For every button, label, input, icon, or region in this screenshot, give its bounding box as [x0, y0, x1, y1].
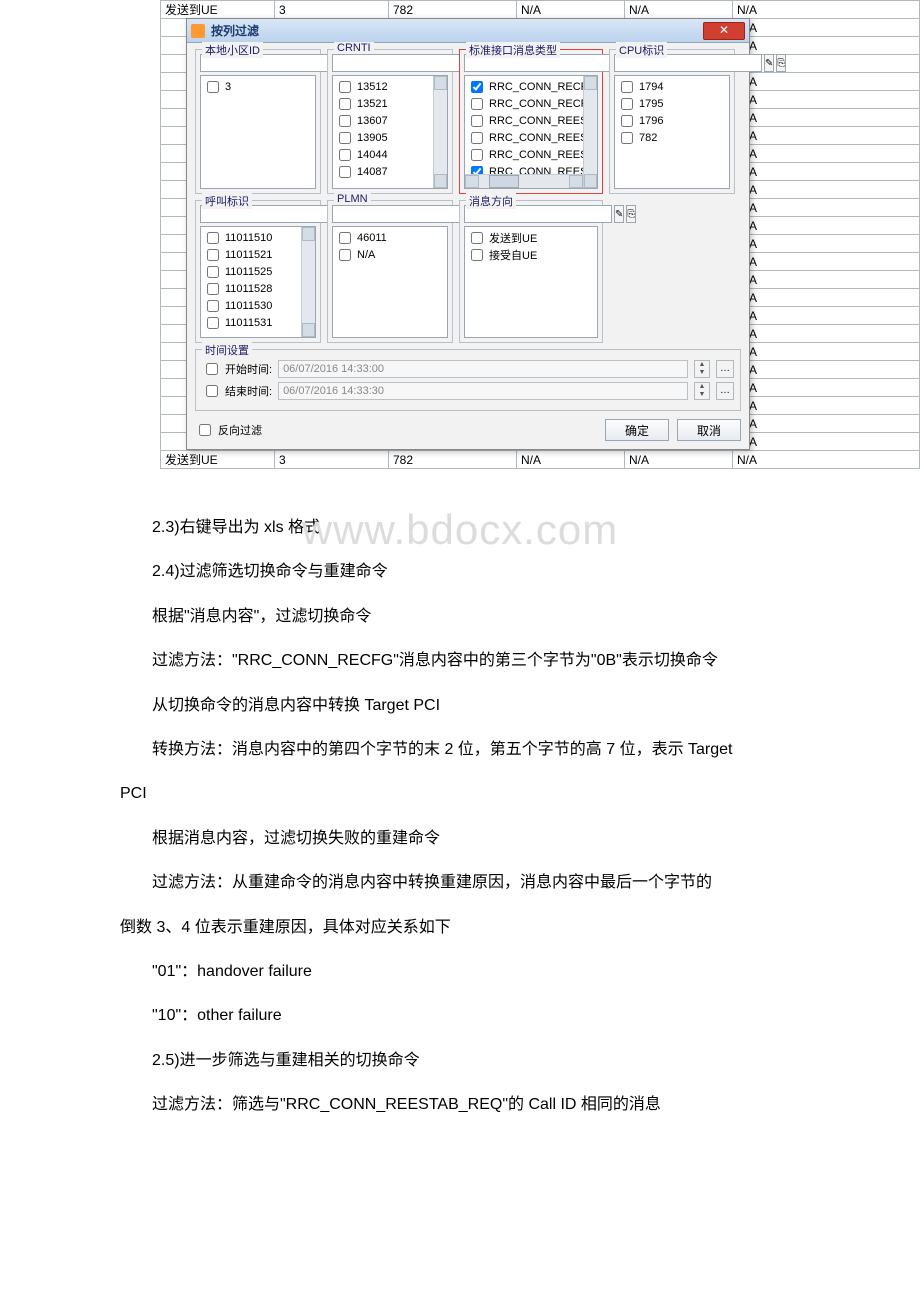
article-body: 2.3)右键导出为 xls 格式 2.4)过滤筛选切换命令与重建命令 根据"消息…: [0, 469, 920, 1174]
cell: 发送到UE: [161, 1, 275, 19]
h-scrollbar[interactable]: [465, 174, 583, 188]
spinner[interactable]: ▲▼: [694, 382, 710, 400]
list-item[interactable]: RRC_CONN_REESTA: [467, 129, 595, 146]
legend: 时间设置: [202, 342, 252, 358]
list-item[interactable]: 1796: [617, 112, 727, 129]
scrollbar[interactable]: [433, 76, 447, 188]
end-time-checkbox[interactable]: 结束时间:: [202, 382, 272, 400]
list-item[interactable]: 1794: [617, 78, 727, 95]
paragraph: "01"：handover failure: [120, 957, 830, 987]
group-time: 时间设置 开始时间: ▲▼ … 结束时间: ▲▼ …: [195, 349, 741, 411]
paragraph: 2.3)右键导出为 xls 格式: [120, 513, 830, 543]
cell: N/A: [625, 1, 733, 19]
group-cell-id: 本地小区ID ✎ ⎘ 3: [195, 49, 321, 194]
list-item[interactable]: 11011531: [203, 314, 313, 331]
legend: 本地小区ID: [202, 42, 263, 58]
list-item[interactable]: 3: [203, 78, 313, 95]
paragraph: 过滤方法：从重建命令的消息内容中转换重建原因，消息内容中最后一个字节的: [120, 868, 830, 898]
group-direction: 消息方向 ✎ ⎘ 发送到UE 接受自UE: [459, 200, 603, 343]
close-button[interactable]: ✕: [703, 22, 745, 40]
paragraph: 2.5)进一步筛选与重建相关的切换命令: [120, 1046, 830, 1076]
table-row: 发送到UE 3 782 N/A N/A N/A: [161, 1, 920, 19]
spinner[interactable]: ▲▼: [694, 360, 710, 378]
group-msg-type: 标准接口消息类型 ✎ ⎘ RRC_CONN_RECFG RRC_CONN_REC…: [459, 49, 603, 194]
table-row: 发送到UE3782 N/AN/AN/A: [161, 451, 920, 469]
start-time-input[interactable]: [278, 360, 688, 378]
list-item[interactable]: 782: [617, 129, 727, 146]
list-item[interactable]: RRC_CONN_RECFG: [467, 78, 595, 95]
group-callid: 呼叫标识 ✎ ⎘ 11011510 11011521 11011525 110: [195, 200, 321, 343]
list-item[interactable]: 11011530: [203, 297, 313, 314]
reverse-filter-checkbox[interactable]: 反向过滤: [195, 421, 262, 439]
legend: 标准接口消息类型: [466, 42, 560, 58]
cell-listbox[interactable]: 3: [200, 75, 316, 189]
scrollbar[interactable]: [301, 227, 315, 337]
cell: 3: [275, 1, 389, 19]
app-icon: [191, 24, 205, 38]
group-crnti: CRNTI ✎ ⎘ 13512 13521 13607 13905: [327, 49, 453, 194]
crnti-search-input[interactable]: [332, 54, 480, 72]
paragraph: 根据"消息内容"，过滤切换命令: [120, 602, 830, 632]
legend: 呼叫标识: [202, 193, 252, 209]
list-item[interactable]: 13512: [335, 78, 445, 95]
scrollbar[interactable]: [583, 76, 597, 188]
list-item[interactable]: 13521: [335, 95, 445, 112]
list-item[interactable]: N/A: [335, 246, 445, 263]
copy-icon[interactable]: ⎘: [776, 54, 786, 72]
browse-button[interactable]: …: [716, 382, 734, 400]
list-item[interactable]: 1795: [617, 95, 727, 112]
paragraph: 2.4)过滤筛选切换命令与重建命令: [120, 557, 830, 587]
list-item[interactable]: 46011: [335, 229, 445, 246]
browse-button[interactable]: …: [716, 360, 734, 378]
paragraph: 转换方法：消息内容中的第四个字节的末 2 位，第五个字节的高 7 位，表示 Ta…: [120, 735, 830, 765]
msgtype-listbox[interactable]: RRC_CONN_RECFG RRC_CONN_RECFG_ RRC_CONN_…: [464, 75, 598, 189]
legend: 消息方向: [466, 193, 516, 209]
filter-icon[interactable]: ✎: [614, 205, 624, 223]
list-item[interactable]: 13607: [335, 112, 445, 129]
paragraph: 根据消息内容，过滤切换失败的重建命令: [120, 824, 830, 854]
list-item[interactable]: 发送到UE: [467, 229, 595, 246]
list-item[interactable]: 11011510: [203, 229, 313, 246]
copy-icon[interactable]: ⎘: [626, 205, 636, 223]
cancel-button[interactable]: 取消: [677, 419, 741, 441]
plmn-listbox[interactable]: 46011 N/A: [332, 226, 448, 338]
paragraph: 过滤方法：筛选与"RRC_CONN_REESTAB_REQ"的 Call ID …: [120, 1090, 830, 1120]
list-item[interactable]: RRC_CONN_RECFG_: [467, 95, 595, 112]
legend: CPU标识: [616, 42, 667, 58]
list-item[interactable]: 接受自UE: [467, 246, 595, 263]
group-cpu: CPU标识 ✎ ⎘ 1794 1795 1796 782: [609, 49, 735, 194]
list-item[interactable]: 11011525: [203, 263, 313, 280]
list-item[interactable]: 13905: [335, 129, 445, 146]
legend: PLMN: [334, 193, 371, 205]
titlebar[interactable]: 按列过滤 ✕: [187, 19, 749, 43]
list-item[interactable]: RRC_CONN_REESTA: [467, 112, 595, 129]
cpu-listbox[interactable]: 1794 1795 1796 782: [614, 75, 730, 189]
legend: CRNTI: [334, 42, 374, 54]
ok-button[interactable]: 确定: [605, 419, 669, 441]
list-item[interactable]: 11011528: [203, 280, 313, 297]
paragraph: 过滤方法："RRC_CONN_RECFG"消息内容中的第三个字节为"0B"表示切…: [120, 646, 830, 676]
filter-icon[interactable]: ✎: [764, 54, 774, 72]
paragraph: PCI: [120, 779, 830, 809]
paragraph: "10"：other failure: [120, 1001, 830, 1031]
filter-dialog: 按列过滤 ✕ 本地小区ID ✎ ⎘ 3: [186, 18, 750, 450]
group-plmn: PLMN ✎ ⎘ 46011 N/A: [327, 200, 453, 343]
cell: 782: [389, 1, 517, 19]
cell: N/A: [733, 1, 920, 19]
list-item[interactable]: 14087: [335, 163, 445, 180]
dir-listbox[interactable]: 发送到UE 接受自UE: [464, 226, 598, 338]
list-item[interactable]: 14044: [335, 146, 445, 163]
start-time-checkbox[interactable]: 开始时间:: [202, 360, 272, 378]
crnti-listbox[interactable]: 13512 13521 13607 13905 14044 14087: [332, 75, 448, 189]
dialog-title: 按列过滤: [211, 22, 703, 39]
callid-listbox[interactable]: 11011510 11011521 11011525 11011528 1101…: [200, 226, 316, 338]
list-item[interactable]: 11011521: [203, 246, 313, 263]
list-item[interactable]: RRC_CONN_REESTA: [467, 146, 595, 163]
plmn-search-input[interactable]: [332, 205, 480, 223]
paragraph: 从切换命令的消息内容中转换 Target PCI: [120, 691, 830, 721]
end-time-input[interactable]: [278, 382, 688, 400]
cell: N/A: [517, 1, 625, 19]
paragraph: 倒数 3、4 位表示重建原因，具体对应关系如下: [120, 913, 830, 943]
